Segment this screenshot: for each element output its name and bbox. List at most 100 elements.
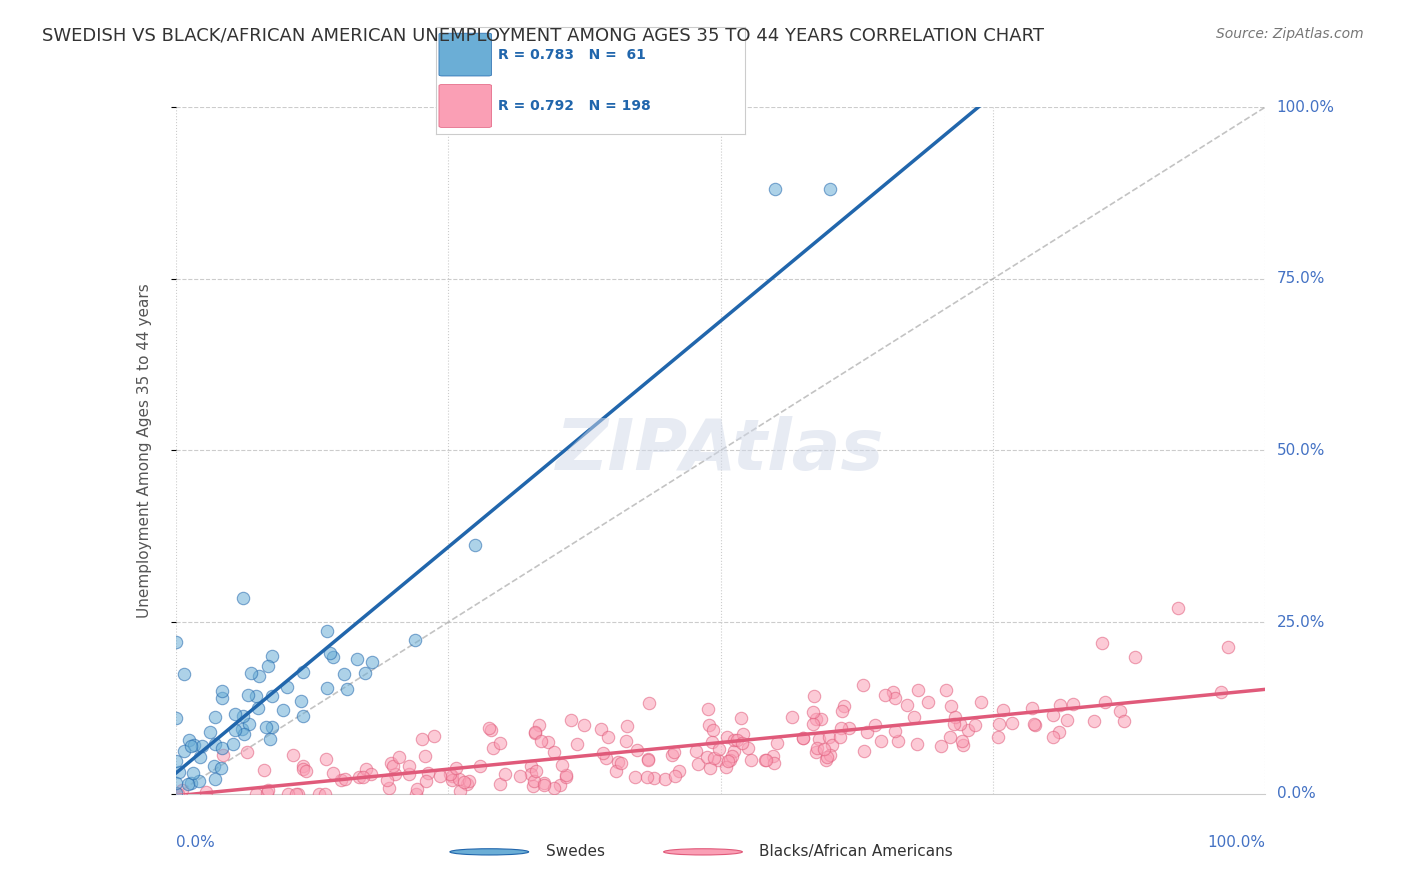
- Point: [688, 757, 710, 772]
- Point: [970, 695, 993, 709]
- Point: [254, 720, 277, 734]
- Point: [353, 666, 375, 681]
- Point: [384, 767, 406, 781]
- Point: [808, 731, 831, 746]
- Point: [815, 750, 838, 764]
- Point: [685, 744, 707, 758]
- Point: [567, 738, 589, 752]
- Point: [1216, 640, 1239, 654]
- Point: [165, 776, 187, 790]
- Point: [716, 730, 738, 744]
- Point: [806, 740, 828, 755]
- Point: [626, 743, 648, 757]
- Point: [524, 764, 547, 779]
- Point: [260, 690, 283, 704]
- Point: [592, 746, 614, 760]
- Point: [721, 749, 744, 764]
- Point: [200, 724, 222, 739]
- Point: [211, 684, 233, 698]
- Text: Swedes: Swedes: [546, 845, 605, 859]
- Point: [838, 722, 860, 736]
- Point: [253, 764, 276, 778]
- Point: [453, 775, 475, 789]
- Point: [551, 758, 574, 772]
- Point: [247, 700, 270, 714]
- Point: [1167, 601, 1189, 615]
- Point: [494, 767, 516, 781]
- Point: [260, 720, 283, 734]
- Point: [352, 771, 374, 785]
- Point: [801, 705, 824, 719]
- Point: [240, 665, 263, 680]
- Point: [1211, 685, 1233, 699]
- Point: [236, 744, 259, 758]
- Point: [716, 760, 738, 774]
- FancyBboxPatch shape: [439, 33, 492, 76]
- Point: [464, 538, 486, 552]
- Point: [610, 756, 633, 770]
- Point: [1042, 731, 1064, 745]
- Point: [624, 770, 647, 784]
- Point: [277, 787, 299, 801]
- Point: [792, 731, 814, 745]
- Point: [360, 767, 382, 781]
- Circle shape: [450, 849, 529, 855]
- Point: [537, 735, 560, 749]
- Point: [830, 721, 852, 735]
- Point: [204, 737, 226, 751]
- Point: [903, 710, 925, 724]
- Point: [668, 764, 690, 778]
- Point: [440, 769, 463, 783]
- Point: [697, 702, 720, 716]
- Point: [523, 724, 546, 739]
- Point: [598, 730, 620, 744]
- Point: [381, 758, 404, 772]
- Point: [212, 748, 235, 763]
- Point: [315, 752, 337, 766]
- Point: [450, 784, 472, 798]
- Point: [405, 787, 427, 801]
- Point: [965, 718, 987, 732]
- Point: [939, 730, 962, 744]
- Point: [183, 738, 205, 752]
- Point: [709, 741, 731, 756]
- Text: 75.0%: 75.0%: [1277, 271, 1324, 286]
- Point: [907, 683, 929, 698]
- Point: [555, 768, 578, 782]
- Point: [664, 769, 686, 783]
- Point: [232, 726, 254, 740]
- Point: [292, 665, 315, 680]
- Point: [180, 776, 202, 790]
- Point: [287, 787, 309, 801]
- Point: [818, 730, 841, 744]
- Point: [543, 745, 565, 759]
- Point: [780, 710, 803, 724]
- Point: [883, 690, 905, 705]
- Point: [330, 773, 353, 788]
- Point: [917, 695, 939, 709]
- Point: [429, 769, 451, 783]
- Point: [418, 765, 440, 780]
- Point: [957, 723, 980, 737]
- Point: [173, 667, 195, 681]
- Point: [180, 739, 202, 753]
- Point: [852, 677, 875, 691]
- Point: [456, 777, 478, 791]
- Point: [375, 773, 398, 788]
- Point: [810, 712, 832, 726]
- Point: [1083, 714, 1105, 728]
- Point: [211, 691, 233, 706]
- Point: [333, 772, 356, 786]
- Point: [447, 772, 470, 787]
- Point: [699, 761, 721, 775]
- Text: Source: ZipAtlas.com: Source: ZipAtlas.com: [1216, 27, 1364, 41]
- Point: [360, 655, 382, 669]
- Point: [754, 753, 776, 767]
- Point: [607, 755, 630, 769]
- Point: [284, 787, 307, 801]
- Point: [792, 731, 814, 745]
- Point: [247, 669, 270, 683]
- Point: [883, 724, 905, 739]
- Point: [165, 711, 187, 725]
- Point: [221, 737, 243, 751]
